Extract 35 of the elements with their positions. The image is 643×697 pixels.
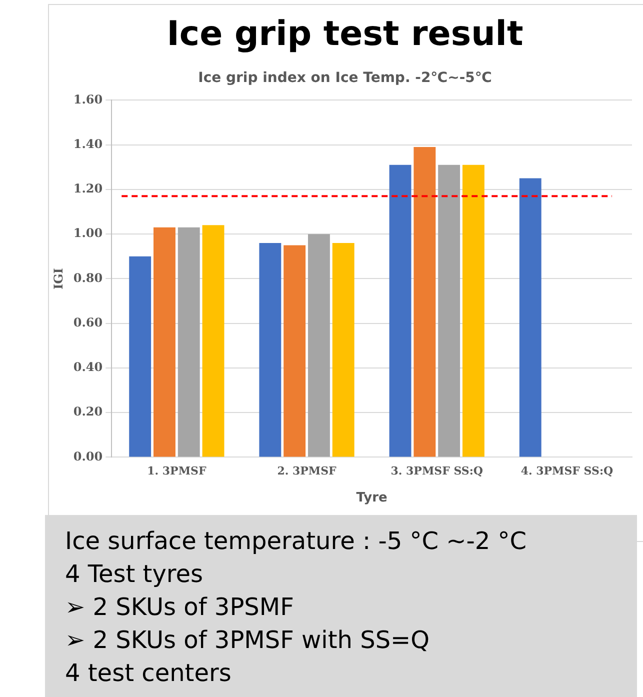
y-axis-title: IGI xyxy=(51,268,66,290)
y-tick-label: 1.20 xyxy=(73,182,103,196)
y-tick-label: 0.80 xyxy=(73,270,103,285)
text: Ice surface temperature : -5 °C ~-2 °C xyxy=(65,526,528,557)
bar xyxy=(438,164,460,457)
bar xyxy=(259,243,282,457)
y-tick-label: 0.20 xyxy=(73,404,103,419)
y-tick-label: 1.00 xyxy=(73,226,103,240)
text: 4 Test tyres xyxy=(65,559,204,590)
bar xyxy=(129,256,152,457)
bar xyxy=(414,147,436,457)
bar xyxy=(202,225,224,457)
x-tick-label: 1. 3PMSF xyxy=(147,464,206,478)
y-tick-label: 0.40 xyxy=(73,360,103,374)
text: ➢ 2 SKUs of 3PMSF with SS=Q xyxy=(65,625,431,656)
y-tick-label: 0.00 xyxy=(73,449,103,464)
bar xyxy=(154,227,176,457)
bar xyxy=(389,164,412,457)
y-tick-label: 1.40 xyxy=(73,136,103,151)
bar xyxy=(308,234,330,457)
bar xyxy=(332,243,354,457)
x-tick-label: 3. 3PMSF SS:Q xyxy=(390,464,484,478)
x-tick-label: 4. 3PMSF SS:Q xyxy=(520,464,614,478)
x-axis-title: Tyre xyxy=(356,490,388,506)
text: 4 test centers xyxy=(65,658,232,689)
bar xyxy=(178,227,200,457)
bar xyxy=(462,164,484,457)
x-tick-label: 2. 3PMSF xyxy=(277,464,337,478)
text: ➢ 2 SKUs of 3PSMF xyxy=(65,592,295,623)
bar xyxy=(519,178,542,457)
y-tick-label: 0.60 xyxy=(73,315,103,330)
bar xyxy=(284,245,306,457)
y-tick-label: 1.60 xyxy=(73,92,103,106)
chart-title: Ice grip test result xyxy=(166,14,524,54)
chart-subtitle: Ice grip index on Ice Temp. -2℃~-5℃ xyxy=(197,70,493,86)
